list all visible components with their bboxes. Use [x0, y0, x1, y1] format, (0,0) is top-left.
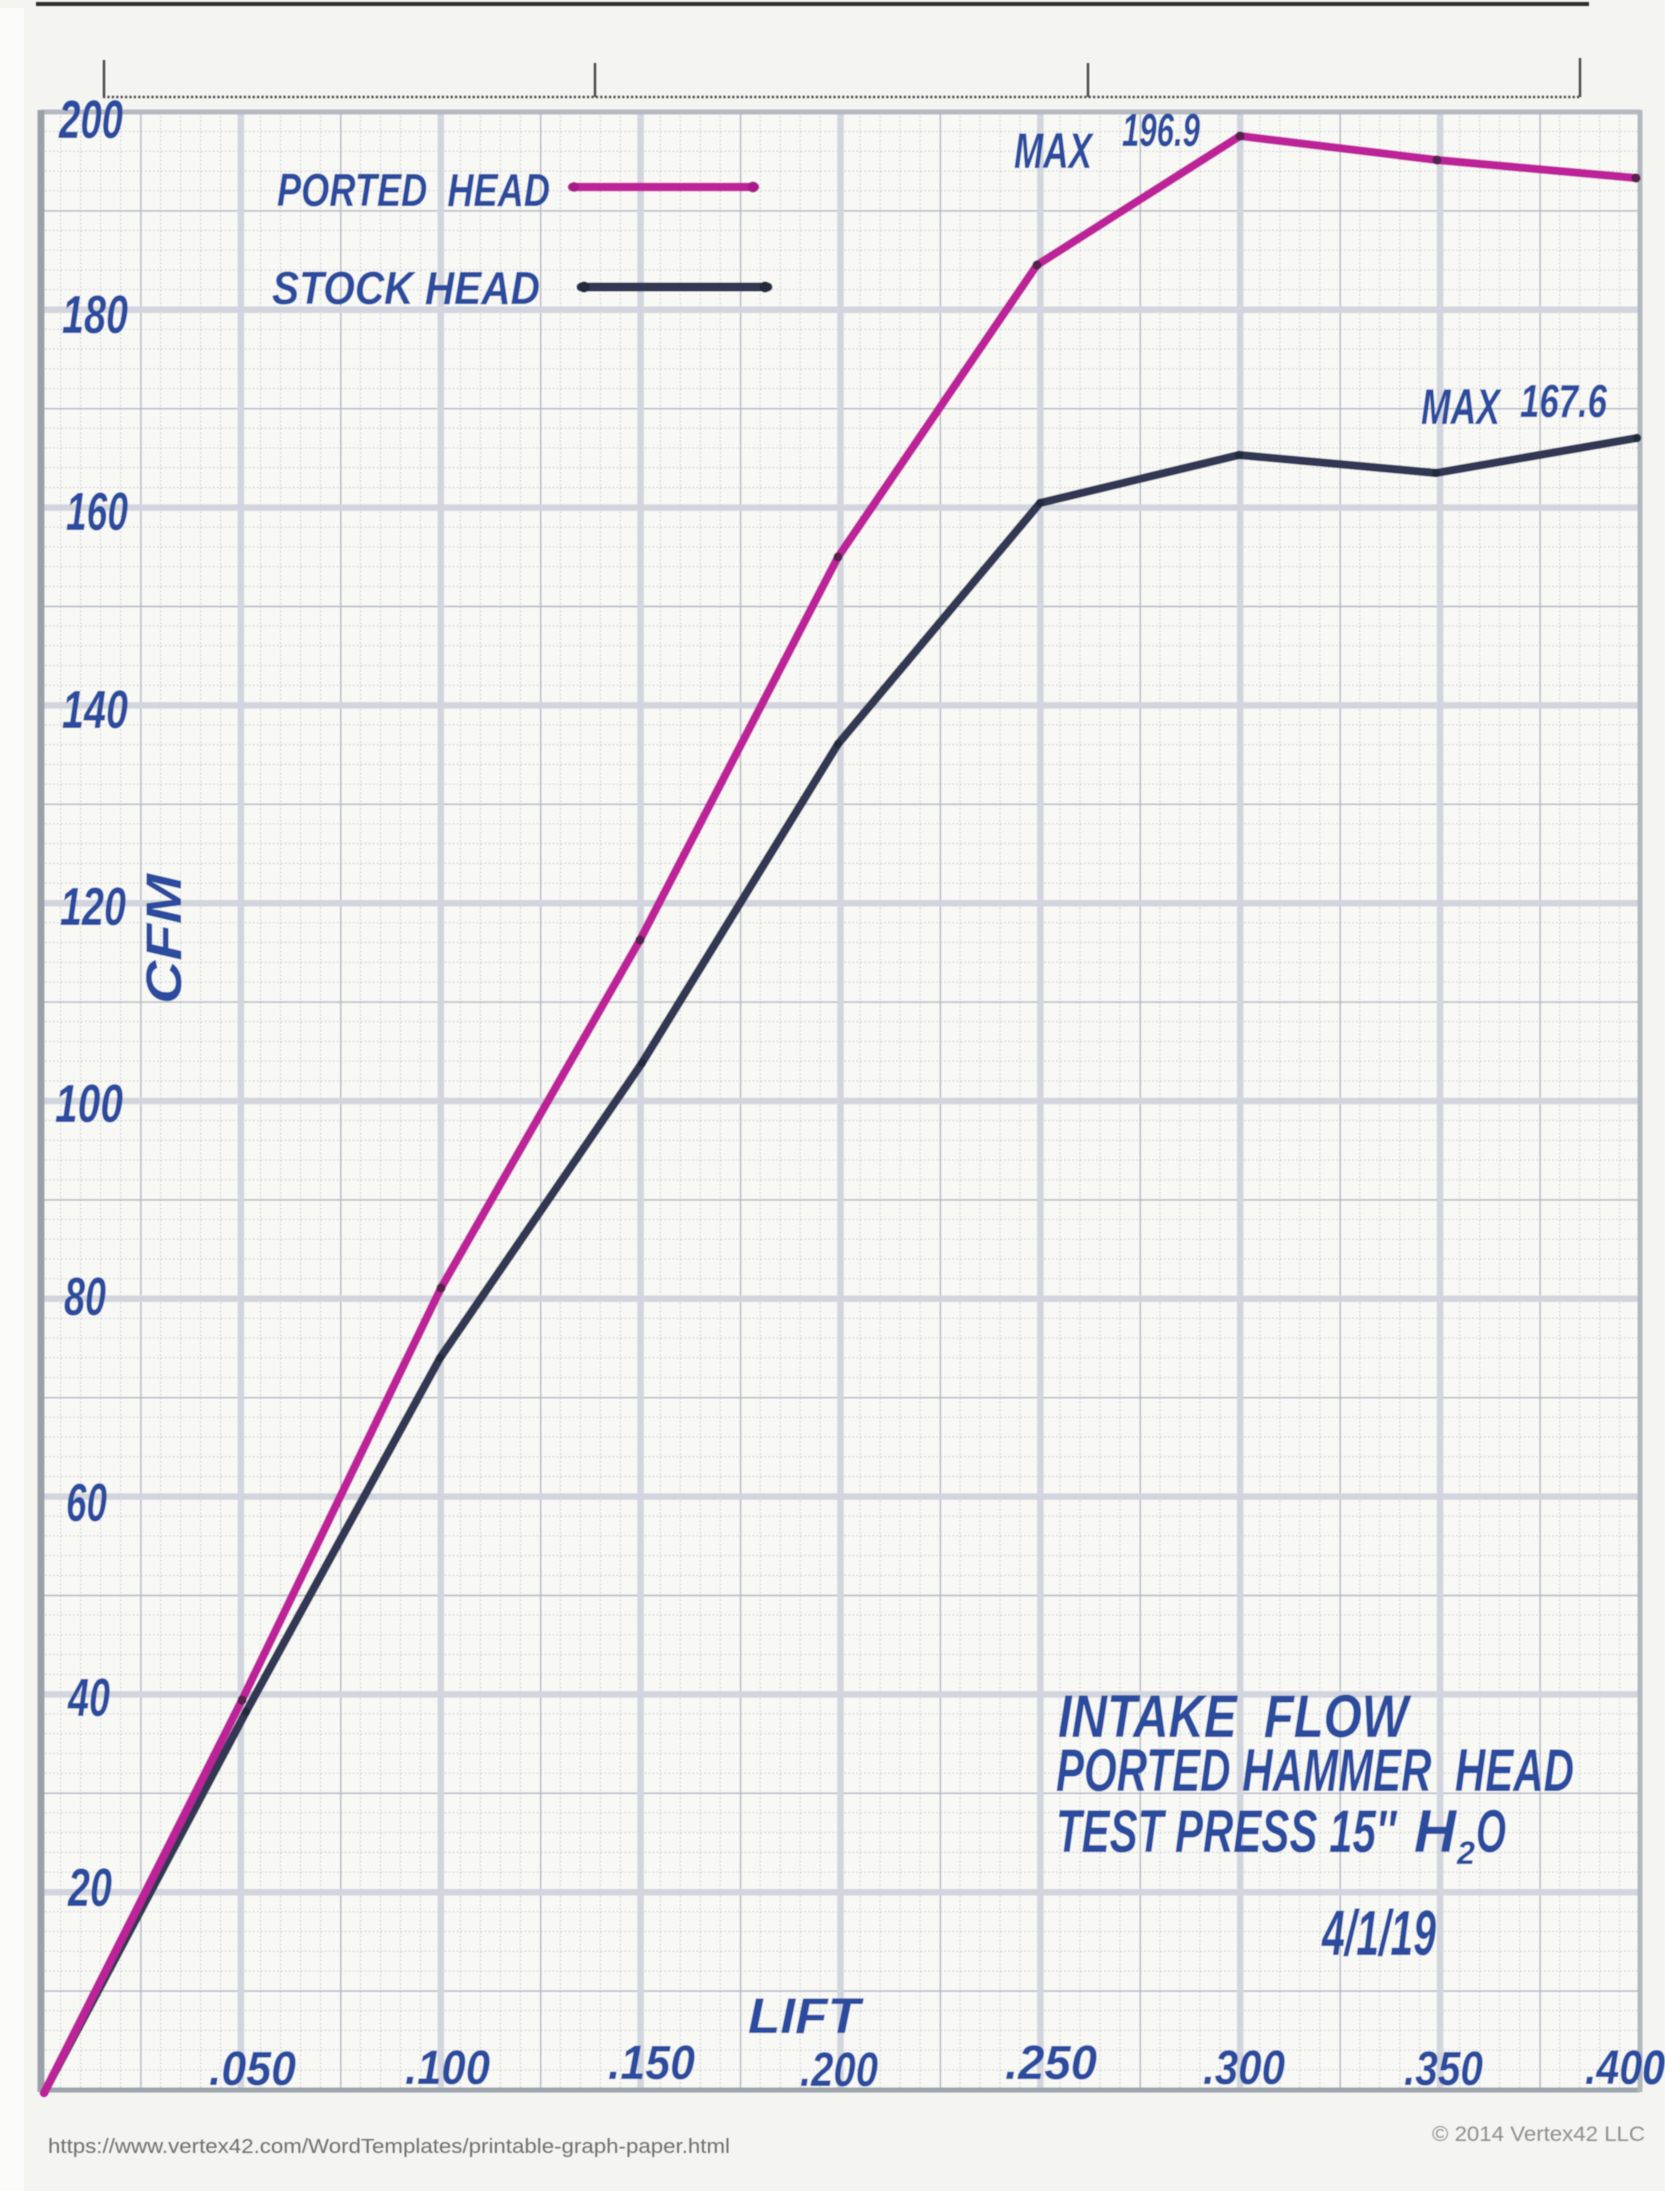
- svg-text:INTAKE FLOW: INTAKE FLOW: [1058, 1683, 1412, 1750]
- svg-text:https://www.vertex42.com/WordT: https://www.vertex42.com/WordTemplates/p…: [48, 2135, 730, 2158]
- svg-text:20: 20: [67, 1858, 112, 1918]
- svg-text:.200: .200: [800, 2044, 878, 2097]
- svg-text:.150: .150: [608, 2037, 695, 2090]
- svg-text:4/1/19: 4/1/19: [1321, 1897, 1437, 1969]
- svg-text:CFM: CFM: [136, 872, 192, 1004]
- svg-text:200: 200: [58, 90, 123, 150]
- svg-text:100: 100: [55, 1074, 123, 1134]
- svg-text:60: 60: [66, 1473, 107, 1533]
- svg-text:STOCK HEAD: STOCK HEAD: [272, 262, 540, 314]
- svg-text:TEST PRESS 15″: TEST PRESS 15″: [1056, 1798, 1398, 1865]
- svg-text:LIFT: LIFT: [748, 1988, 865, 2044]
- svg-text:.400: .400: [1585, 2042, 1665, 2095]
- svg-text:80: 80: [64, 1267, 106, 1327]
- svg-text:.250: .250: [1005, 2037, 1097, 2090]
- svg-text:MAX: MAX: [1014, 123, 1094, 179]
- svg-text:MAX: MAX: [1421, 379, 1502, 435]
- svg-text:O: O: [1476, 1798, 1506, 1865]
- svg-text:160: 160: [66, 482, 128, 542]
- svg-text:© 2014 Vertex42 LLC: © 2014 Vertex42 LLC: [1432, 2122, 1645, 2146]
- svg-text:40: 40: [67, 1668, 110, 1728]
- svg-text:.100: .100: [405, 2042, 490, 2095]
- svg-text:.350: .350: [1404, 2043, 1483, 2096]
- svg-text:196.9: 196.9: [1122, 104, 1200, 156]
- svg-text:PORTED HAMMER HEAD: PORTED HAMMER HEAD: [1056, 1737, 1574, 1804]
- svg-text:2: 2: [1456, 1835, 1475, 1871]
- svg-text:.050: .050: [209, 2043, 296, 2096]
- svg-text:180: 180: [62, 285, 128, 345]
- svg-text:.300: .300: [1203, 2042, 1285, 2095]
- svg-text:PORTED HEAD: PORTED HEAD: [277, 164, 550, 216]
- svg-text:H: H: [1414, 1798, 1458, 1865]
- svg-text:120: 120: [60, 877, 126, 937]
- svg-text:167.6: 167.6: [1520, 375, 1607, 427]
- svg-text:140: 140: [62, 680, 128, 740]
